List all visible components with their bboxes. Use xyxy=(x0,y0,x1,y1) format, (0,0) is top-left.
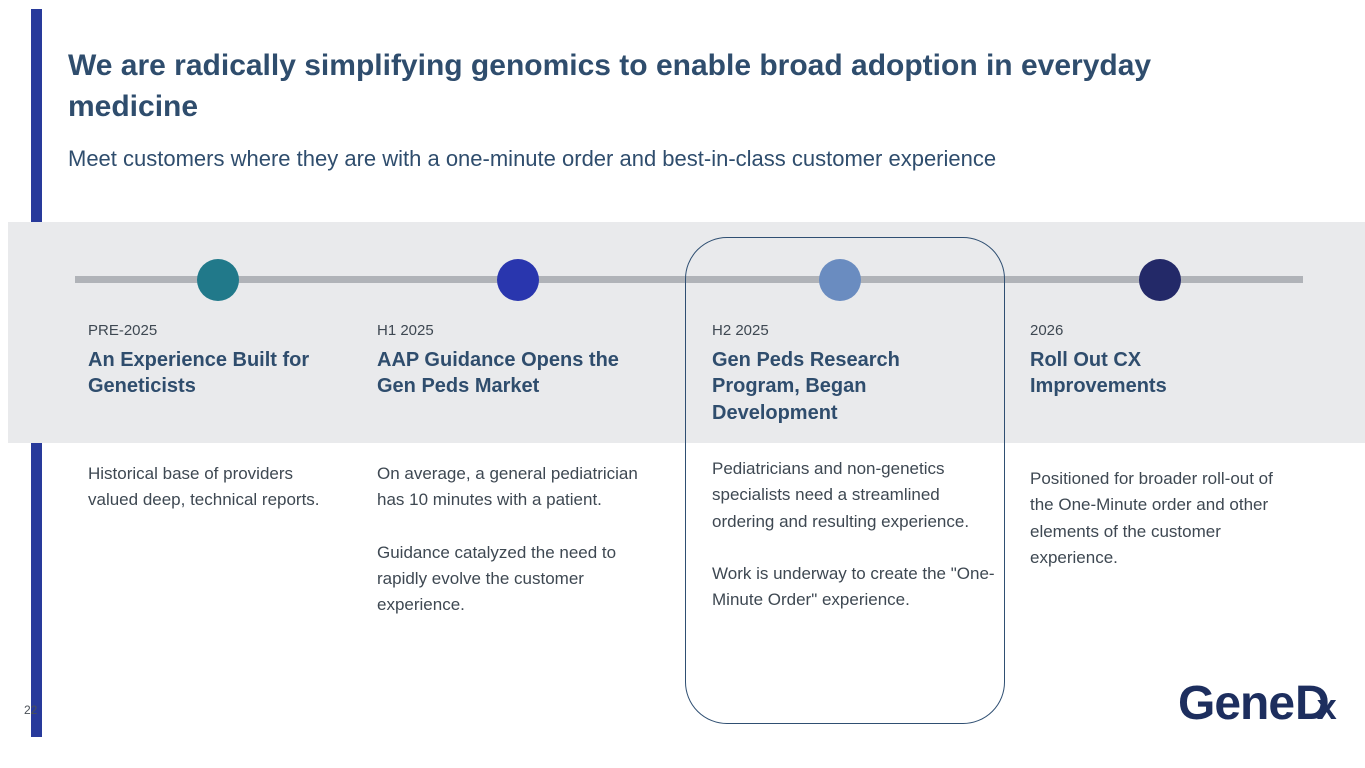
milestone-paragraph: Guidance catalyzed the need to rapidly e… xyxy=(377,542,617,615)
timeline-line xyxy=(75,276,1303,283)
timeline-dot-h1-2025 xyxy=(497,259,539,301)
timeline-dot-2026 xyxy=(1139,259,1181,301)
milestone-title: An Experience Built for Geneticists xyxy=(88,349,310,398)
milestone-body-1: Historical base of providers valued deep… xyxy=(88,461,333,514)
milestone-title: AAP Guidance Opens the Gen Peds Market xyxy=(377,349,619,398)
timeline-dot-h2-2025 xyxy=(819,259,861,301)
timeline-dot-pre-2025 xyxy=(197,259,239,301)
milestone-date: 2026 xyxy=(1030,322,1064,339)
milestone-column-3: H2 2025 Gen Peds Research Program, Began… xyxy=(712,322,967,426)
genedx-logo: GeneDx xyxy=(1178,676,1337,731)
milestone-paragraph: Work is underway to create the "One-Minu… xyxy=(712,564,995,610)
timeline-band xyxy=(8,222,1365,443)
milestone-body-4: Positioned for broader roll-out of the O… xyxy=(1030,466,1288,571)
slide-title: We are radically simplifying genomics to… xyxy=(68,49,1152,123)
milestone-title: Roll Out CX Improvements xyxy=(1030,349,1167,398)
milestone-column-4: 2026 Roll Out CX Improvements xyxy=(1030,322,1205,400)
milestone-paragraph: Historical base of providers valued deep… xyxy=(88,464,320,510)
milestone-paragraph: Pediatricians and non-genetics specialis… xyxy=(712,459,970,531)
logo-letter-x: x xyxy=(1316,686,1337,727)
milestone-date: PRE-2025 xyxy=(88,322,158,339)
milestone-body-2: On average, a general pediatrician has 1… xyxy=(377,461,659,619)
milestone-column-2: H1 2025 AAP Guidance Opens the Gen Peds … xyxy=(377,322,652,400)
milestone-title: Gen Peds Research Program, Began Develop… xyxy=(712,349,900,424)
slide-subtitle: Meet customers where they are with a one… xyxy=(68,146,997,171)
logo-text-gene: Gene xyxy=(1178,677,1295,730)
milestone-date: H1 2025 xyxy=(377,322,434,339)
milestone-body-3: Pediatricians and non-genetics specialis… xyxy=(712,456,1000,614)
milestone-column-1: PRE-2025 An Experience Built for Genetic… xyxy=(88,322,343,400)
highlight-outline-h2-2025 xyxy=(685,237,1005,724)
page-number: 22 xyxy=(24,703,38,717)
milestone-date: H2 2025 xyxy=(712,322,769,339)
logo-letter-d: D xyxy=(1295,677,1330,730)
milestone-paragraph: On average, a general pediatrician has 1… xyxy=(377,464,638,510)
milestone-paragraph: Positioned for broader roll-out of the O… xyxy=(1030,469,1273,568)
